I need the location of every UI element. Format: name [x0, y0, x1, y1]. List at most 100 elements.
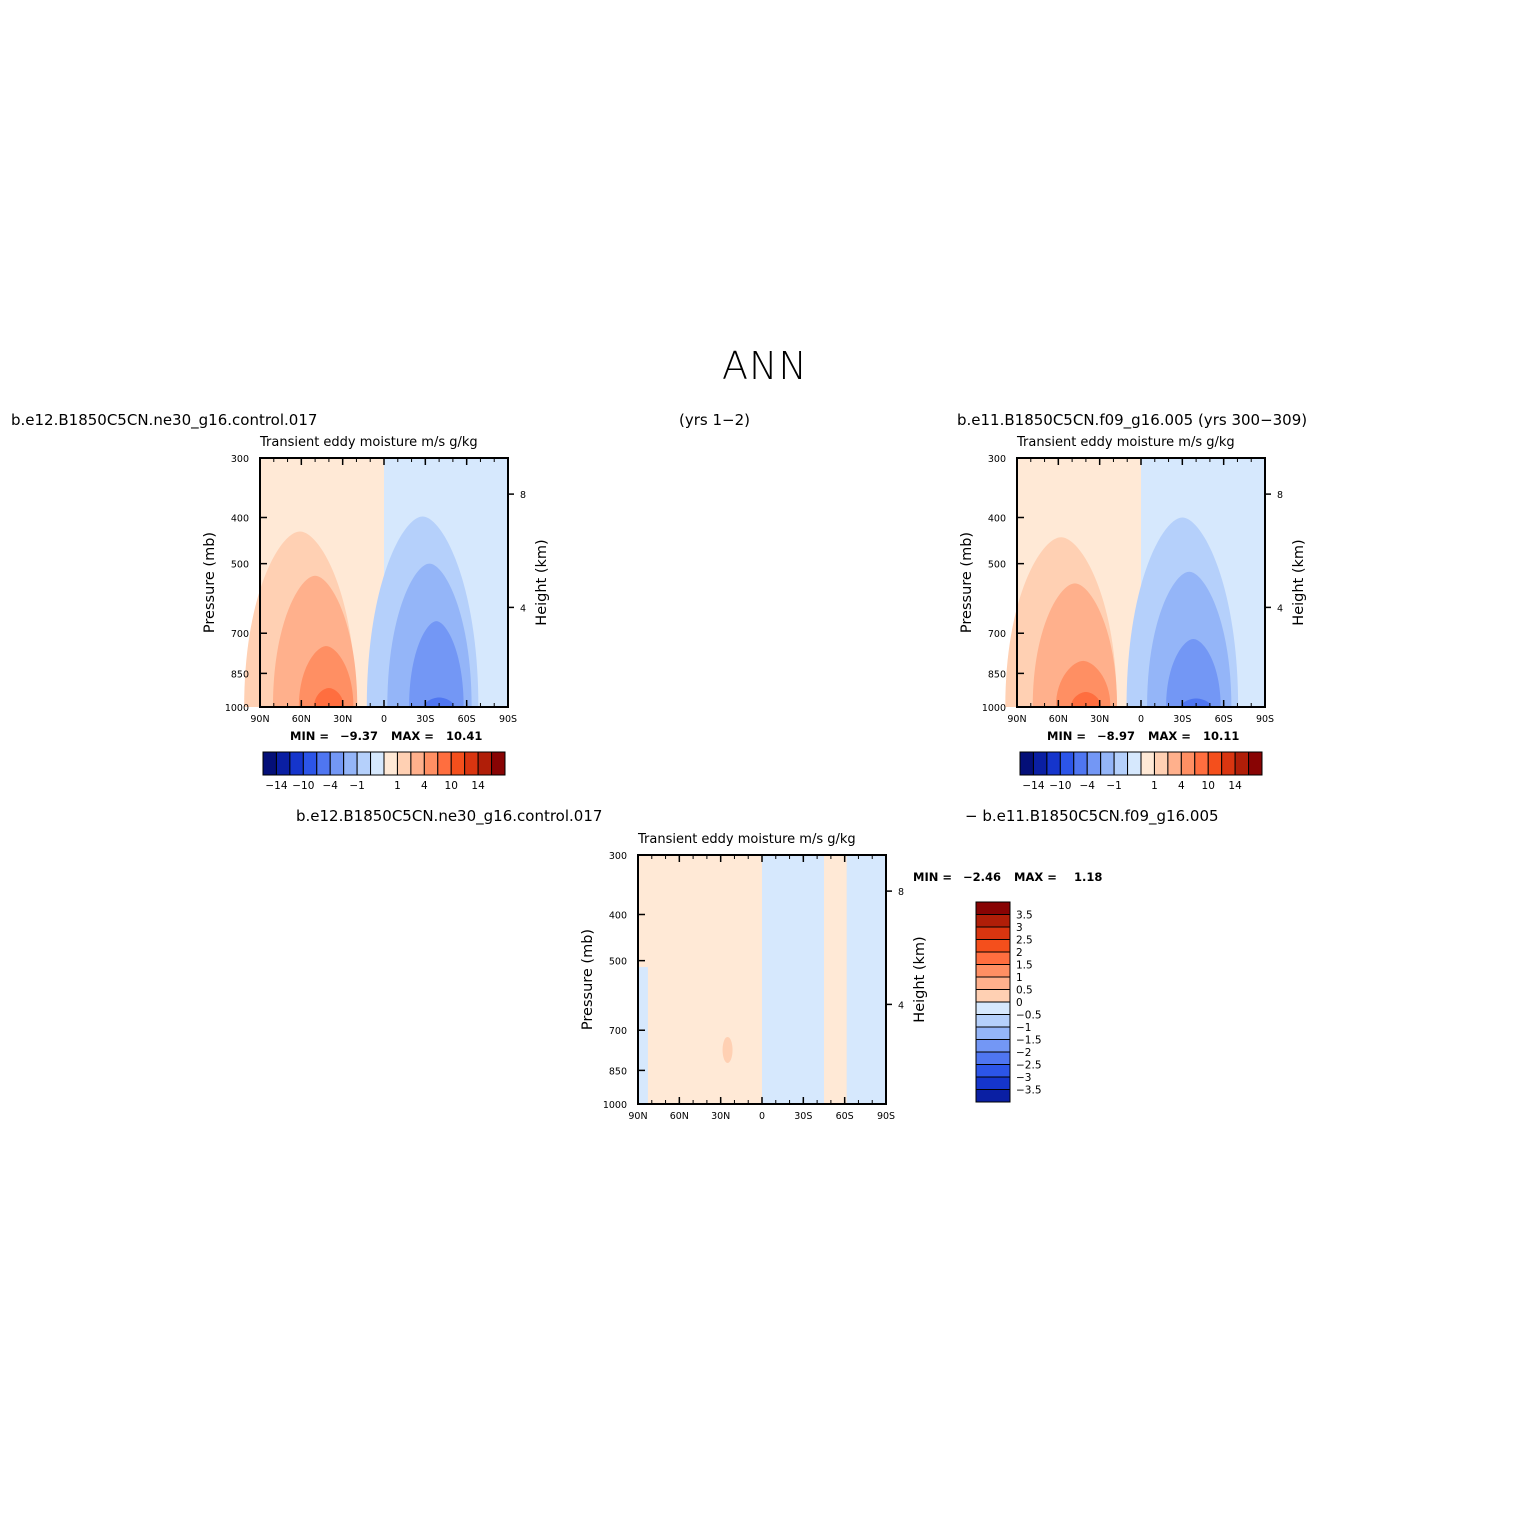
y-right-axis-label: Height (km) [912, 936, 928, 1022]
panel1-colorbar: −14 −10 −4 −1 1 4 10 14 [262, 751, 506, 792]
y-tick-label: 300 [231, 454, 249, 465]
colorbar-label: −4 [1079, 780, 1095, 792]
x-tick-label: 90N [250, 714, 269, 725]
colorbar-label: −10 [1049, 780, 1071, 792]
colorbar-box [975, 989, 1011, 1003]
colorbar-box [316, 751, 331, 776]
colorbar-box [1032, 751, 1048, 776]
colorbar-label: −10 [292, 780, 314, 792]
colorbar-box [975, 926, 1011, 940]
y-tick-label: 850 [988, 669, 1006, 680]
colorbar-box [975, 914, 1011, 928]
colorbar-box [1059, 751, 1075, 776]
y-right-tick-label: 4 [520, 603, 526, 614]
x-tick-label: 90S [1256, 714, 1274, 725]
colorbar-box [1086, 751, 1102, 776]
panel2-min-label: MIN = [1047, 729, 1086, 743]
colorbar-box [1073, 751, 1088, 776]
y-tick-label: 1000 [225, 703, 249, 714]
y-right-tick-label: 8 [520, 490, 526, 501]
colorbar-box [1019, 751, 1034, 776]
x-tick-label: 60N [292, 714, 311, 725]
panel2-max-value: 10.11 [1203, 729, 1240, 743]
bottom-right-header: − b.e11.B1850C5CN.f09_g16.005 [965, 807, 1219, 825]
colorbar-label: 3 [1016, 922, 1023, 934]
colorbar-label: 2.5 [1016, 935, 1033, 947]
colorbar-box [329, 751, 345, 776]
colorbar-label: 3.5 [1016, 910, 1033, 922]
colorbar-box [975, 1014, 1011, 1028]
colorbar-box [464, 751, 479, 776]
colorbar-box [396, 751, 412, 776]
y-right-tick-label: 8 [898, 887, 904, 898]
colorbar-label: −3.5 [1016, 1085, 1042, 1097]
panel3-title: Transient eddy moisture m/s g/kg [638, 832, 856, 847]
panel2-title: Transient eddy moisture m/s g/kg [1017, 435, 1235, 450]
y-axis-label: Pressure (mb) [202, 532, 218, 633]
x-tick-label: 60N [1049, 714, 1068, 725]
colorbar-box [1221, 751, 1236, 776]
colorbar-label: 2 [1016, 947, 1023, 959]
colorbar-label: −14 [1022, 780, 1044, 792]
x-tick-label: 30N [333, 714, 352, 725]
y-right-tick-label: 4 [1277, 603, 1283, 614]
y-axis-label: Pressure (mb) [580, 929, 596, 1030]
x-tick-label: 60S [836, 1111, 854, 1122]
panel3-max-label: MAX = [1014, 870, 1057, 884]
colorbar-box [975, 1001, 1011, 1015]
contour-level-7 [298, 646, 354, 707]
colorbar-box [975, 976, 1011, 990]
colorbar-box [1140, 751, 1155, 776]
panel1-plot: 90N 60N 30N 0 30S 60S 90S 300 400 500 700 850 1000 8 4… [202, 454, 550, 725]
y-tick-label: 500 [231, 560, 249, 571]
y-tick-label: 1000 [982, 703, 1006, 714]
panel1-max-value: 10.41 [446, 729, 483, 743]
colorbar-box [1207, 751, 1223, 776]
colorbar-label: 1.5 [1016, 960, 1033, 972]
panel3-min-label: MIN = [913, 870, 952, 884]
y-tick-label: 400 [988, 513, 1006, 524]
colorbar-label: 1 [394, 780, 401, 792]
colorbar-box [1234, 751, 1250, 776]
colorbar-label: 4 [1178, 780, 1185, 792]
top-right-header: b.e11.B1850C5CN.f09_g16.005 (yrs 300−309… [957, 411, 1308, 429]
colorbar-box [975, 951, 1011, 965]
panel1-title: Transient eddy moisture m/s g/kg [260, 435, 478, 450]
colorbar-box [975, 1064, 1011, 1078]
panel1-min-label: MIN = [290, 729, 329, 743]
colorbar-box [1100, 751, 1115, 776]
positive-region [638, 855, 762, 1104]
figure-title: ANN [722, 344, 808, 388]
x-tick-label: 60S [1215, 714, 1233, 725]
positive-strip-south [824, 855, 847, 1104]
contour-level-neg10 [424, 697, 454, 707]
y-tick-label: 700 [988, 629, 1006, 640]
contour-level-7 [1055, 660, 1111, 707]
colorbar-label: 10 [1202, 780, 1215, 792]
colorbar-label: 0 [1016, 997, 1023, 1009]
x-tick-label: 90S [877, 1111, 895, 1122]
x-tick-label: 30S [416, 714, 434, 725]
contour-level-neg7 [409, 621, 464, 707]
contour-level-neg10 [1181, 698, 1211, 707]
y-tick-label: 850 [231, 669, 249, 680]
colorbar-box [423, 751, 439, 776]
bottom-left-header: b.e12.B1850C5CN.ne30_g16.control.017 [296, 807, 603, 825]
x-tick-label: 0 [759, 1111, 765, 1122]
panel3-min-value: −2.46 [963, 870, 1002, 884]
colorbar-label: −2.5 [1016, 1060, 1042, 1072]
x-tick-label: 30S [1173, 714, 1191, 725]
colorbar-box [477, 751, 493, 776]
panel2-colorbar: −14 −10 −4 −1 1 4 10 14 [1019, 751, 1263, 792]
panel3-colorbar: 3.532.521.510.50−0.5−1−1.5−2−2.5−3−3.5 [975, 901, 1042, 1103]
colorbar-box [410, 751, 425, 776]
x-tick-label: 90S [499, 714, 517, 725]
x-tick-label: 90N [1007, 714, 1026, 725]
colorbar-box [1153, 751, 1169, 776]
colorbar-box [343, 751, 358, 776]
contour-level-10 [314, 687, 344, 707]
y-right-tick-label: 4 [898, 1000, 904, 1011]
x-tick-label: 30N [1090, 714, 1109, 725]
colorbar-box [262, 751, 277, 776]
